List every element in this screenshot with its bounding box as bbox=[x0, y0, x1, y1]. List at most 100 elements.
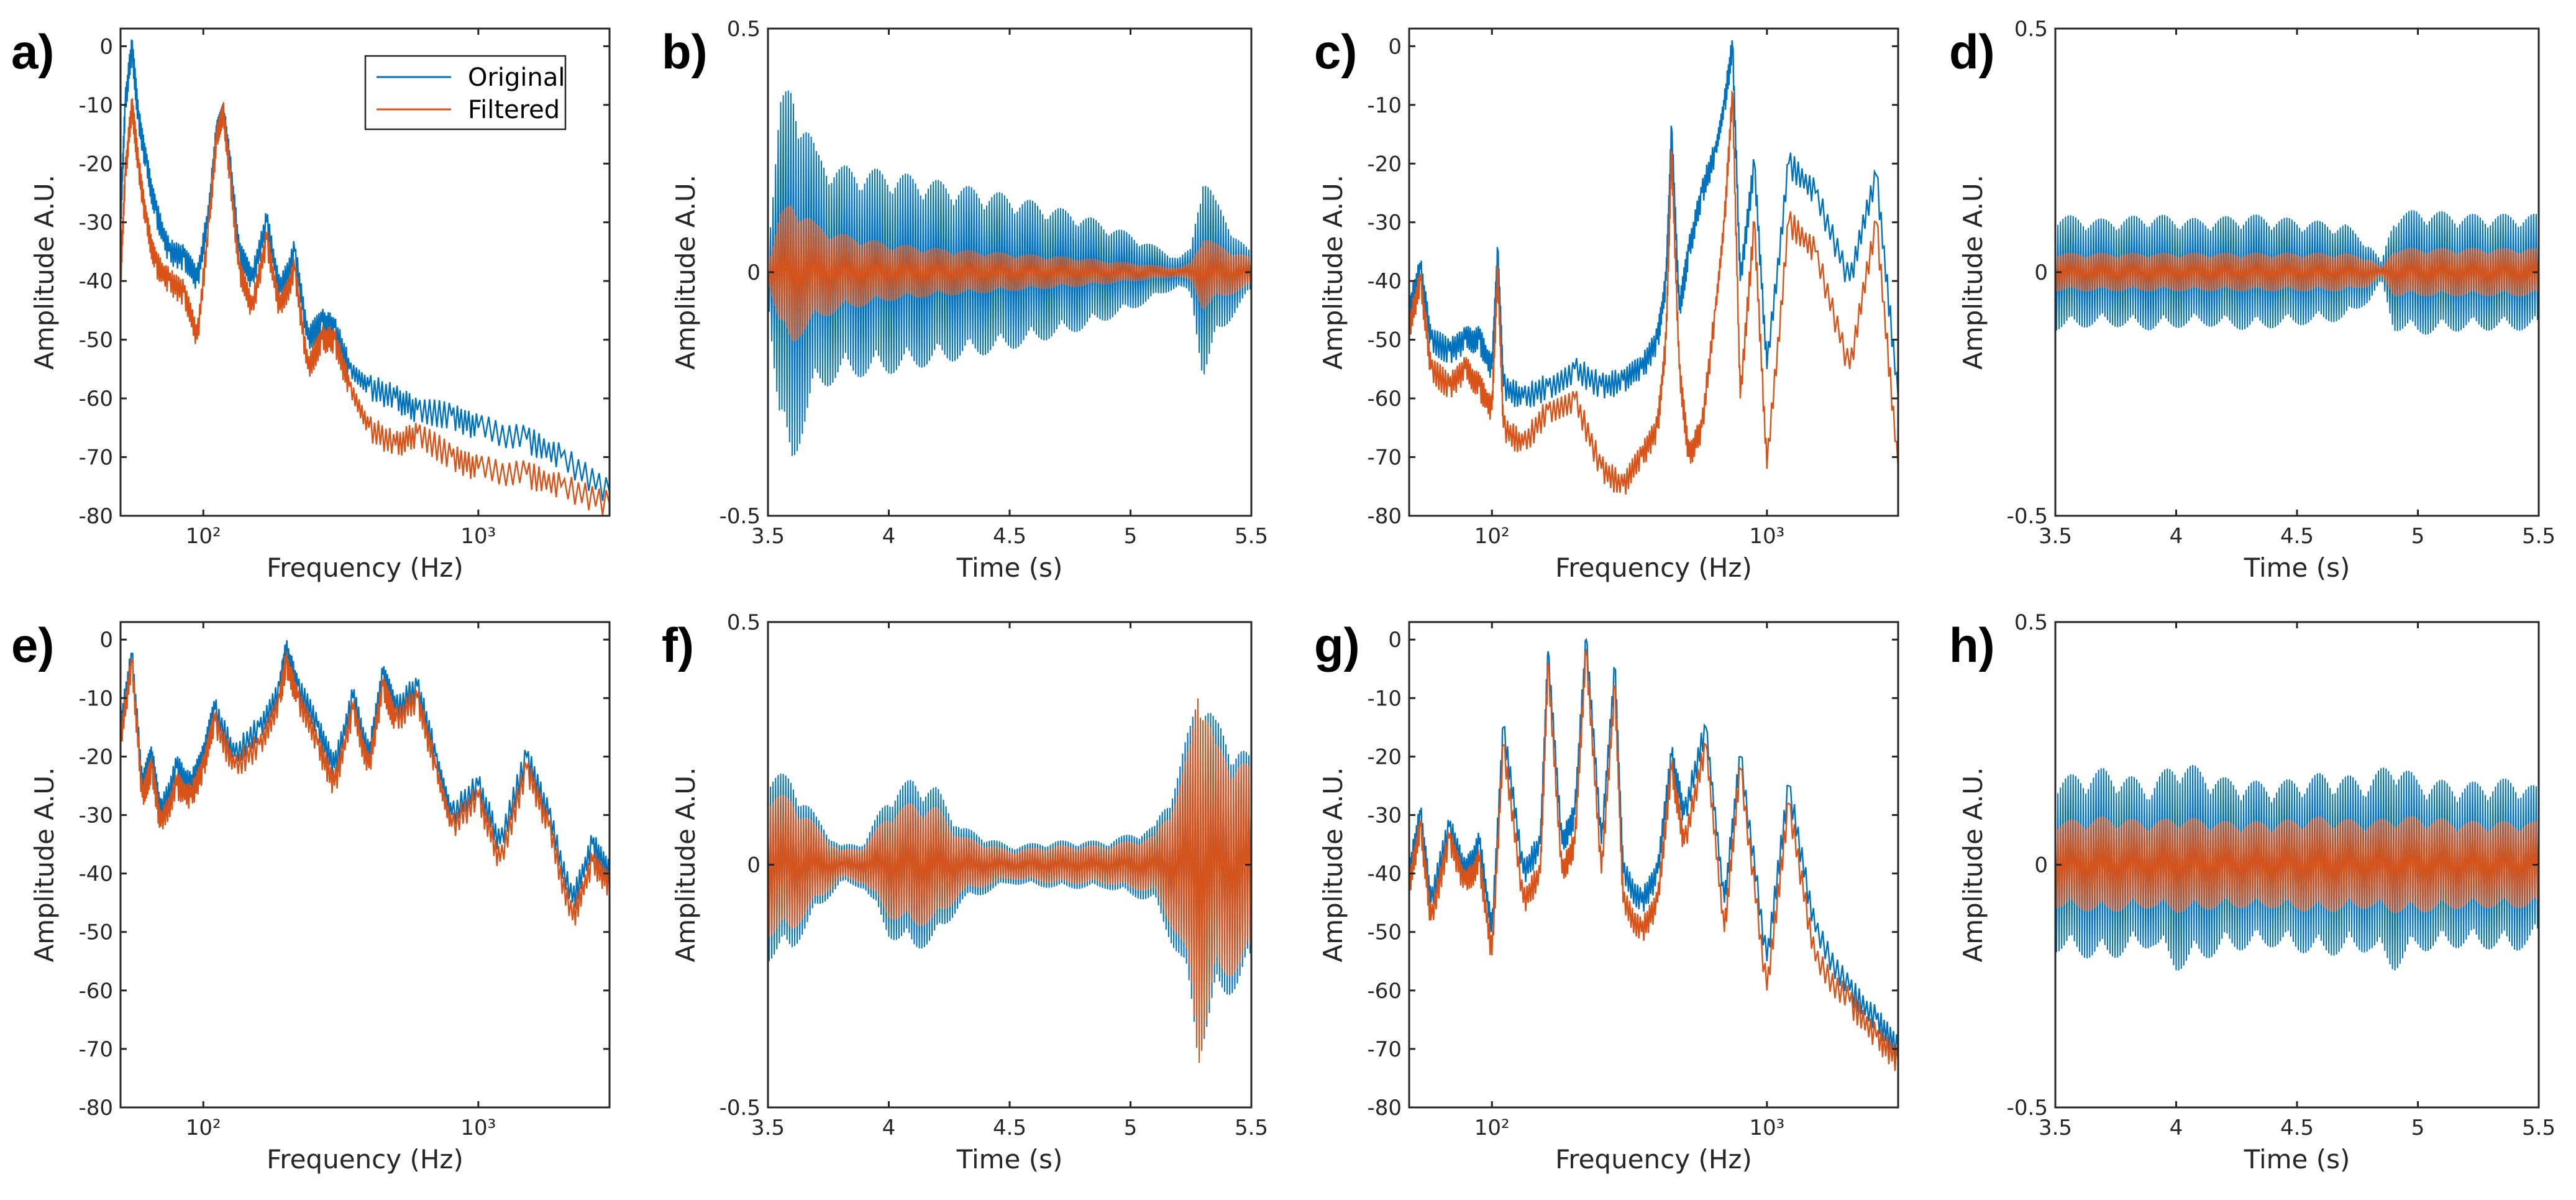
panel-label-f: f) bbox=[662, 618, 694, 672]
panel-label-a: a) bbox=[11, 24, 54, 79]
plot-area-f bbox=[768, 698, 1251, 1063]
y-tick-label-a: 0 bbox=[99, 34, 113, 59]
y-tick-label-g: -50 bbox=[1367, 920, 1402, 945]
x-tick-label-b: 4.5 bbox=[993, 524, 1026, 549]
x-axis-title-d: Time (s) bbox=[2244, 552, 2350, 583]
y-tick-label-f: 0 bbox=[747, 853, 760, 878]
x-tick-label-g: 10² bbox=[1474, 1115, 1510, 1140]
y-tick-label-g: -60 bbox=[1367, 979, 1402, 1004]
x-tick-label-a: 10² bbox=[186, 524, 221, 549]
series-original-g bbox=[1409, 638, 1898, 1059]
y-tick-label-c: -10 bbox=[1367, 93, 1402, 118]
series-original-c bbox=[1409, 40, 1898, 408]
x-tick-label-b: 5.5 bbox=[1235, 524, 1268, 549]
y-tick-label-a: -30 bbox=[78, 211, 113, 236]
y-tick-label-d: 0 bbox=[2034, 260, 2048, 285]
y-tick-label-g: -80 bbox=[1367, 1096, 1402, 1120]
x-tick-label-c: 10³ bbox=[1749, 524, 1784, 549]
x-tick-label-d: 5.5 bbox=[2522, 524, 2555, 549]
x-axis-title-a: Frequency (Hz) bbox=[267, 552, 464, 583]
x-tick-label-d: 4 bbox=[2170, 524, 2183, 549]
axes-box-g bbox=[1408, 621, 1899, 1109]
y-tick-label-f: 0.5 bbox=[727, 610, 760, 635]
y-tick-label-e: -40 bbox=[78, 862, 113, 887]
y-tick-label-c: -80 bbox=[1367, 504, 1402, 529]
axes-box-a bbox=[119, 27, 611, 517]
y-tick-label-g: -10 bbox=[1367, 686, 1402, 711]
y-axis-title-b: Amplitude A.U. bbox=[670, 175, 701, 370]
y-tick-label-e: -30 bbox=[78, 804, 113, 828]
panel-f: -0.5 0 0.5 3.5 4 4.5 5 5.5 Time (s) Amplitude A.U… bbox=[662, 610, 1268, 1175]
y-tick-label-e: -50 bbox=[78, 920, 113, 945]
series-filtered-h bbox=[2055, 816, 2539, 914]
plot-area-h bbox=[2055, 764, 2539, 971]
plot-area-e bbox=[121, 640, 610, 926]
x-tick-label-h: 3.5 bbox=[2039, 1115, 2072, 1140]
series-filtered-a bbox=[121, 98, 610, 516]
panel-label-e: e) bbox=[11, 618, 54, 672]
plot-area-a bbox=[121, 39, 610, 516]
panel-label-d: d) bbox=[1949, 24, 1995, 79]
y-tick-label-c: -50 bbox=[1367, 328, 1402, 353]
panel-a: 0 -10 -20 -30 -40 -50 -60 -70 -80 10² 10³ Frequency… bbox=[11, 24, 611, 583]
y-tick-label-b: -0.5 bbox=[719, 504, 760, 529]
x-tick-label-h: 5.5 bbox=[2522, 1115, 2555, 1140]
x-tick-label-c: 10² bbox=[1474, 524, 1510, 549]
y-tick-label-a: -80 bbox=[78, 504, 113, 529]
y-tick-label-h: 0 bbox=[2034, 853, 2048, 878]
y-tick-label-c: 0 bbox=[1388, 34, 1402, 59]
y-tick-label-g: -30 bbox=[1367, 804, 1402, 828]
x-tick-label-h: 4 bbox=[2170, 1115, 2183, 1140]
x-tick-label-h: 5 bbox=[2411, 1115, 2425, 1140]
y-tick-label-a: -70 bbox=[78, 446, 113, 470]
y-axis-title-a: Amplitude A.U. bbox=[29, 175, 60, 370]
x-axis-title-c: Frequency (Hz) bbox=[1555, 552, 1752, 583]
y-tick-label-g: -40 bbox=[1367, 862, 1402, 887]
y-tick-label-e: -10 bbox=[78, 686, 113, 711]
y-tick-label-c: -30 bbox=[1367, 211, 1402, 236]
series-filtered-d bbox=[2055, 247, 2539, 297]
y-tick-label-a: -40 bbox=[78, 269, 113, 294]
x-tick-label-b: 4 bbox=[882, 524, 896, 549]
y-tick-label-g: 0 bbox=[1388, 628, 1402, 653]
axes-box-e bbox=[119, 621, 611, 1109]
x-tick-label-h: 4.5 bbox=[2280, 1115, 2314, 1140]
x-tick-label-b: 3.5 bbox=[751, 524, 785, 549]
y-tick-label-b: 0 bbox=[747, 260, 760, 285]
x-axis-title-h: Time (s) bbox=[2244, 1144, 2350, 1175]
y-tick-label-a: -10 bbox=[78, 93, 113, 118]
series-filtered-b bbox=[768, 205, 1251, 341]
x-tick-label-f: 4 bbox=[882, 1115, 896, 1140]
panel-c: 0 -10 -20 -30 -40 -50 -60 -70 -80 10² 10³ Frequency… bbox=[1314, 24, 1899, 583]
series-original-a bbox=[121, 39, 610, 502]
panel-label-g: g) bbox=[1314, 618, 1360, 672]
x-tick-label-f: 3.5 bbox=[751, 1115, 785, 1140]
plot-area-c bbox=[1409, 40, 1898, 495]
series-filtered-f bbox=[768, 698, 1251, 1063]
legend-box bbox=[364, 55, 567, 131]
series-filtered-g bbox=[1409, 648, 1898, 1071]
y-axis-title-c: Amplitude A.U. bbox=[1318, 175, 1348, 370]
plot-area-g bbox=[1409, 638, 1898, 1071]
x-tick-label-d: 4.5 bbox=[2280, 524, 2314, 549]
x-tick-label-e: 10³ bbox=[460, 1115, 496, 1140]
x-tick-label-e: 10² bbox=[186, 1115, 221, 1140]
panel-label-b: b) bbox=[662, 24, 708, 79]
panel-g: 0 -10 -20 -30 -40 -50 -60 -70 -80 10² 10³ Frequency… bbox=[1314, 618, 1899, 1175]
y-tick-label-e: -80 bbox=[78, 1096, 113, 1120]
x-tick-label-d: 3.5 bbox=[2039, 524, 2072, 549]
y-tick-label-a: -20 bbox=[78, 152, 113, 176]
x-tick-label-f: 5 bbox=[1124, 1115, 1138, 1140]
series-filtered-c bbox=[1409, 89, 1898, 495]
y-tick-label-e: -70 bbox=[78, 1037, 113, 1062]
y-tick-label-c: -70 bbox=[1367, 446, 1402, 470]
series-filtered-e bbox=[121, 651, 610, 926]
legend-label-filtered: Filtered bbox=[468, 96, 560, 124]
panel-b: -0.5 0 0.5 3.5 4 4.5 5 5.5 Time (s) Amplitude A.U… bbox=[662, 17, 1268, 583]
y-tick-label-h: -0.5 bbox=[2007, 1096, 2048, 1120]
x-tick-label-a: 10³ bbox=[460, 524, 496, 549]
y-tick-label-f: -0.5 bbox=[719, 1096, 760, 1120]
panel-label-h: h) bbox=[1949, 618, 1995, 672]
y-tick-label-e: -20 bbox=[78, 744, 113, 769]
y-tick-label-d: 0.5 bbox=[2014, 17, 2048, 42]
